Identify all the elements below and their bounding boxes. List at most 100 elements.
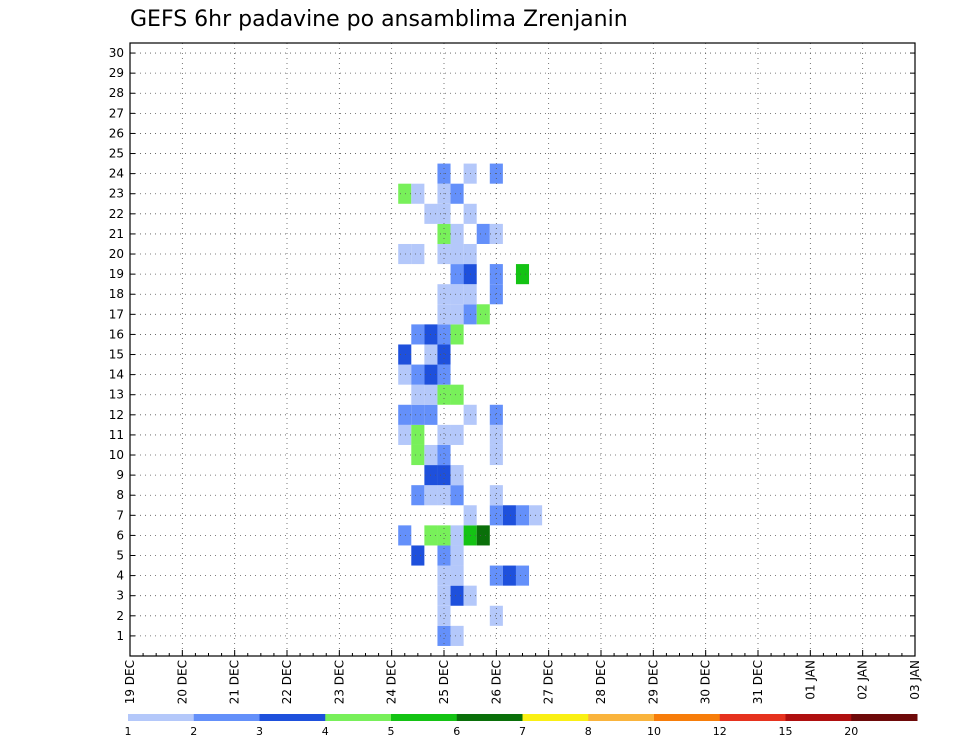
heatmap-cell [476,304,490,325]
heatmap-cell [489,565,503,586]
legend-label: 3 [256,725,263,738]
heatmap-cell [502,565,516,586]
heatmap-cell [398,243,412,265]
heatmap-cell [437,565,451,586]
heatmap-cell [489,424,503,445]
legend-label: 1 [125,725,132,738]
x-tick-label: 28 DEC [594,660,608,704]
legend-label: 20 [844,725,858,738]
y-tick-label: 26 [109,126,124,140]
x-tick-label: 19 DEC [123,660,137,704]
heatmap-cell [489,605,503,626]
heatmap-cell [398,364,412,385]
heatmap-cell [502,505,516,526]
x-axis-ticks: 19 DEC 20 DEC 21 DEC 22 DEC 23 DEC 24 DEC 25 D… [123,650,922,704]
heatmap-cell [489,264,503,285]
y-tick-label: 30 [109,46,124,60]
plot-frame [129,42,916,657]
legend-label: 10 [647,725,661,738]
y-tick-label: 19 [109,267,124,281]
y-tick-label: 5 [116,549,124,563]
y-tick-label: 16 [109,327,124,341]
y-tick-label: 9 [116,468,124,482]
y-tick-label: 25 [109,147,124,161]
y-axis-ticks: 1234567891011121314151617181920212223242… [109,46,915,643]
heatmap-cell [476,223,490,244]
heatmap-cell [411,243,425,265]
heatmap-cell [437,545,451,566]
y-tick-label: 27 [109,106,124,120]
y-tick-label: 28 [109,86,124,100]
x-tick-label: 23 DEC [332,660,346,704]
x-tick-label: 30 DEC [699,660,713,704]
y-tick-label: 3 [116,589,124,603]
x-tick-label: 24 DEC [385,660,399,704]
heatmap-cell [450,465,464,486]
heatmap-cell [437,465,451,486]
x-tick-label: 31 DEC [751,660,765,704]
legend-swatch [588,714,655,721]
y-tick-label: 2 [116,609,124,623]
legend-swatch [391,714,458,721]
x-tick-label: 27 DEC [542,660,556,704]
heatmap-cell [450,485,464,506]
y-tick-label: 20 [109,247,124,261]
y-tick-label: 14 [109,368,124,382]
legend-label: 8 [585,725,592,738]
legend-swatch [259,714,326,721]
heatmap-cell [489,404,503,425]
legend-label: 7 [519,725,526,738]
heatmap-cell [450,223,464,244]
legend-label: 15 [779,725,793,738]
color-legend: 1 2 3 4 5 6 7 8 10 12 15 20 [125,714,918,738]
heatmap-cell [437,585,451,606]
heatmap-cell [411,444,425,466]
heatmap-cell [411,424,425,445]
x-tick-label: 20 DEC [175,660,189,704]
heatmap-cell [411,324,425,345]
heatmap-cell [437,243,451,265]
heatmap-cell [437,384,451,405]
legend-swatch [851,714,918,721]
heatmap-cell [489,444,503,466]
heatmap-cell [450,424,464,445]
x-tick-label: 29 DEC [646,660,660,704]
x-tick-label: 26 DEC [489,660,503,704]
legend-swatch [456,714,523,721]
heatmap-cell [411,545,425,566]
heatmap-cell [437,625,451,646]
heatmap-cell [411,384,425,405]
heatmap-cell [398,525,412,546]
x-tick-label: 25 DEC [437,660,451,704]
y-tick-label: 18 [109,287,124,301]
x-tick-label: 21 DEC [228,660,242,704]
heatmap-cell [450,525,464,546]
heatmap-cell [437,284,451,305]
legend-swatch [522,714,589,721]
legend-swatch [128,714,195,721]
heatmap-cell [450,243,464,265]
heatmap-cell [437,344,451,365]
legend-label: 2 [190,725,197,738]
legend-swatch [325,714,392,721]
x-tick-label: 01 JAN [803,660,817,700]
legend-swatch [719,714,786,721]
y-tick-label: 17 [109,307,124,321]
y-tick-label: 1 [116,629,124,643]
heatmap-cell [437,605,451,626]
y-tick-label: 7 [116,508,124,522]
heatmap-cell [411,364,425,385]
y-tick-label: 11 [109,428,124,442]
heatmap-cell [398,424,412,445]
heatmap-cell [411,183,425,204]
heatmap-cell [450,183,464,204]
heatmap-cell [398,344,412,365]
heatmap-cells [398,163,543,646]
heatmap-cell [515,505,530,526]
y-tick-label: 21 [109,227,124,241]
heatmap-cell [437,364,451,385]
heatmap-cell [411,485,425,506]
heatmap-cell [450,545,464,566]
heatmap-cell [450,565,464,586]
grid-lines [130,43,915,656]
